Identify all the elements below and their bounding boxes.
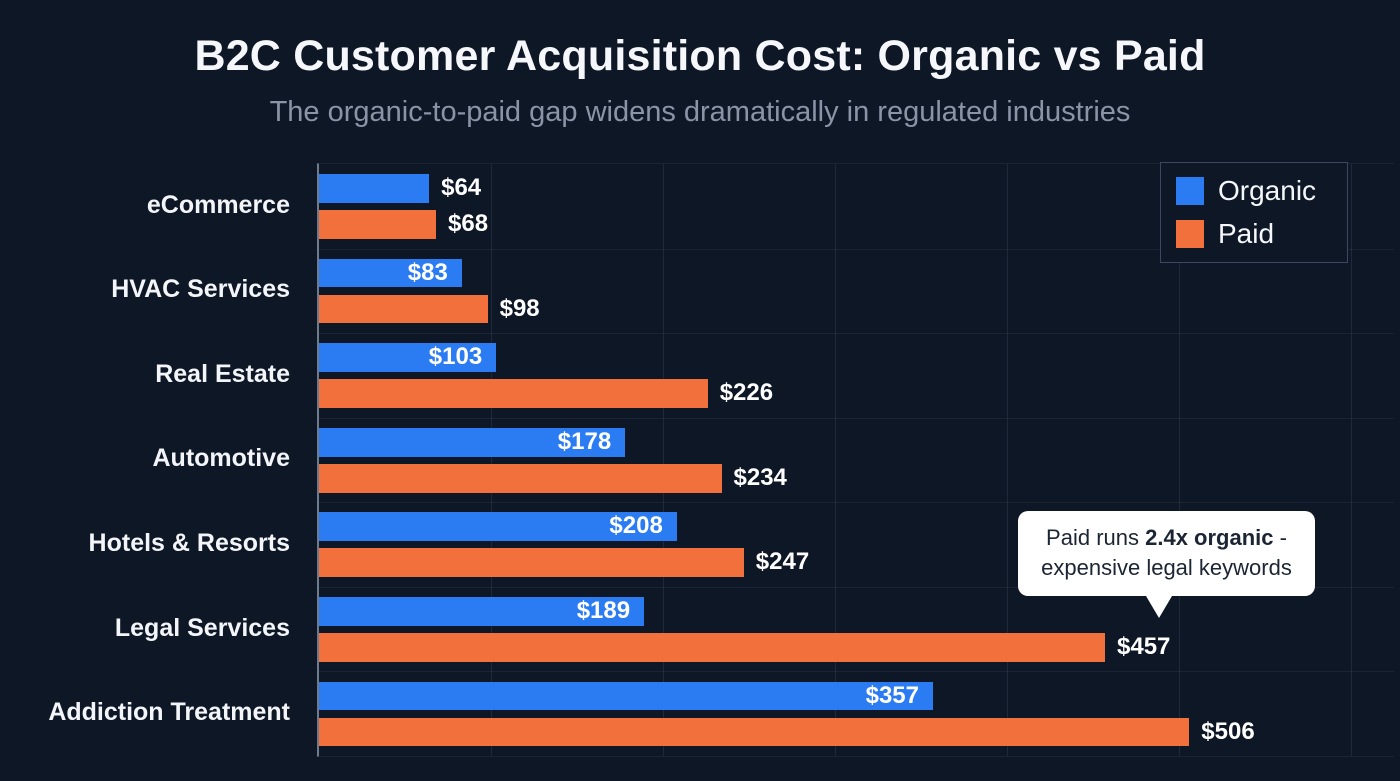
bar-organic — [319, 343, 497, 373]
gridline — [1351, 164, 1352, 756]
bar-organic — [319, 258, 462, 288]
row-separator — [319, 417, 1394, 419]
bar-organic — [319, 512, 677, 542]
chart-title: B2C Customer Acquisition Cost: Organic v… — [194, 32, 1206, 80]
annotation-callout: Paid runs 2.4x organic - expensive legal… — [1018, 511, 1315, 618]
bar-paid — [319, 379, 708, 408]
bar-value-label: $234 — [733, 463, 787, 491]
chart-subtitle: The organic-to-paid gap widens dramatica… — [269, 96, 1131, 128]
category-label: Legal Services — [114, 613, 290, 642]
legend-label-paid: Paid — [1218, 218, 1275, 249]
organic-swatch-icon — [1176, 177, 1204, 205]
category-label: Addiction Treatment — [48, 698, 290, 727]
bar-organic — [319, 427, 626, 457]
annotation-text-suffix: - expensive legal keywords — [1041, 525, 1292, 581]
bar-paid — [319, 717, 1190, 747]
plot-area: $64 $68 $83 $98 $103 $226 $178 $234 $208 $247 $189… — [317, 163, 1394, 757]
bar-value-label: $457 — [1117, 632, 1171, 660]
bar-organic — [319, 174, 430, 203]
category-axis: eCommerce HVAC Services Real Estate Automot… — [0, 163, 317, 755]
bar-value-label: $178 — [557, 427, 612, 455]
legend-item-organic: Organic — [1176, 175, 1347, 207]
gridline — [663, 164, 664, 756]
bar-paid — [319, 548, 744, 578]
category-label: Hotels & Resorts — [88, 529, 290, 558]
gridline — [1179, 164, 1180, 756]
bar-value-label: $103 — [428, 343, 483, 371]
bar-value-label: $83 — [407, 258, 448, 286]
annotation-text-bold: 2.4x organic — [1145, 525, 1274, 550]
bar-paid — [319, 463, 722, 493]
bar-value-label: $357 — [865, 681, 919, 709]
category-label: Automotive — [152, 444, 291, 473]
paid-swatch-icon — [1176, 220, 1204, 248]
category-label: Real Estate — [155, 359, 290, 388]
bar-value-label: $98 — [499, 294, 540, 322]
bar-value-label: $226 — [719, 379, 774, 407]
category-label: eCommerce — [146, 190, 290, 219]
row-separator — [319, 586, 1394, 588]
bar-value-label: $247 — [755, 548, 810, 576]
legend: Organic Paid — [1160, 162, 1348, 263]
bar-value-label: $64 — [441, 174, 482, 202]
row-separator — [319, 333, 1394, 335]
bar-value-label: $208 — [609, 512, 663, 540]
gridline — [835, 164, 836, 756]
row-separator — [319, 502, 1394, 504]
bar-value-label: $68 — [448, 210, 489, 238]
legend-label-organic: Organic — [1218, 175, 1317, 206]
category-label: HVAC Services — [111, 275, 290, 304]
legend-item-paid: Paid — [1176, 218, 1347, 250]
gridline — [1007, 164, 1008, 756]
annotation-pointer-icon — [1146, 595, 1172, 618]
annotation-text-prefix: Paid runs — [1046, 525, 1146, 550]
gridline — [491, 164, 492, 756]
row-separator — [319, 248, 1394, 250]
row-separator — [319, 671, 1394, 673]
bar-organic — [319, 681, 933, 711]
bar-value-label: $506 — [1201, 717, 1255, 745]
bar-value-label: $189 — [576, 597, 631, 624]
bar-organic — [319, 597, 645, 626]
bar-paid — [319, 294, 488, 324]
bar-paid — [319, 210, 436, 239]
bar-paid — [319, 632, 1105, 662]
